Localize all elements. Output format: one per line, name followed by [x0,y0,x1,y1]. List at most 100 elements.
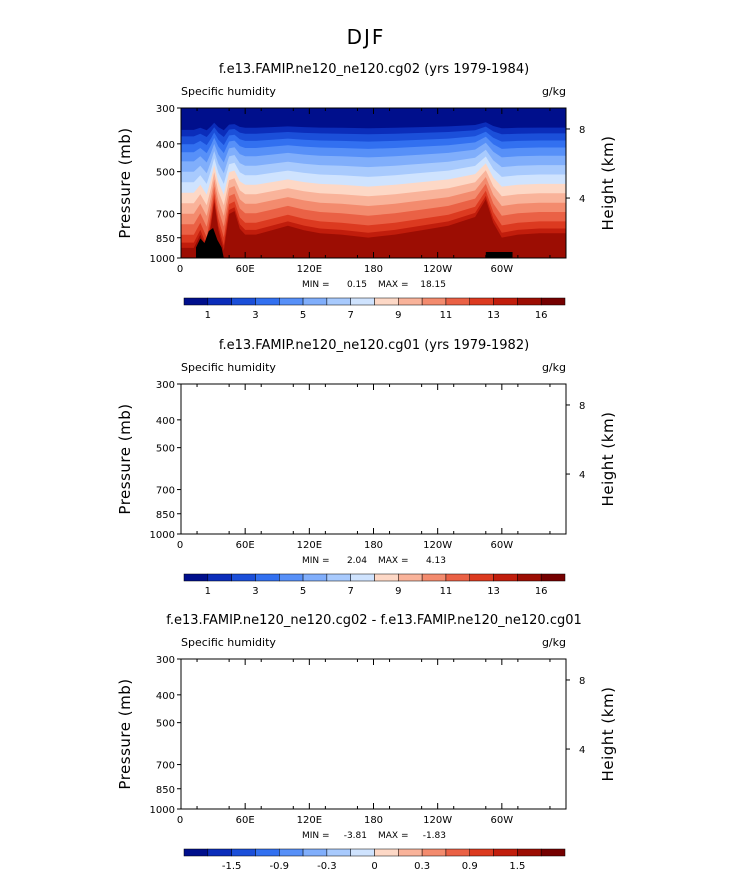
x-tick-label: 120W [423,815,452,826]
max-label: MAX = [378,280,409,290]
y-right-axis-title: Height (km) [599,687,617,782]
colorbar-label: 1 [205,586,211,597]
x-tick-label: 120E [297,540,322,551]
max-value: -1.83 [423,831,446,841]
y-tick-label: 500 [156,168,175,179]
colorbar-swatch [350,848,375,857]
colorbar-swatch [279,297,304,306]
panel-2: f.e13.FAMIP.ne120_ne120.cg01 (yrs 1979-1… [116,338,617,597]
x-tick-label: 60W [491,540,514,551]
colorbar-swatch [540,848,566,857]
colorbar-swatch [469,848,494,857]
field-fill [181,108,566,258]
min-label: MIN = [302,280,330,290]
colorbar-swatch [398,573,423,582]
x-tick-label: 0 [177,540,183,551]
plot-frame [180,383,567,535]
colorbar-label: 9 [395,310,401,321]
x-tick-label: 120E [297,264,322,275]
colorbar-swatch [517,848,542,857]
colorbar-label: 9 [395,586,401,597]
colorbar-label: 16 [535,310,548,321]
panel-title: f.e13.FAMIP.ne120_ne120.cg01 (yrs 1979-1… [219,338,529,353]
colorbar-label: 13 [487,586,500,597]
y-right-tick-label: 4 [579,470,585,481]
colorbar-swatch [183,297,209,306]
colorbar: 1 3 5 7 9 11 13 16 [183,573,566,597]
colorbar-label: 1.5 [509,861,525,872]
y-tick-label: 700 [156,486,175,497]
y-tick-label: 400 [156,416,175,427]
colorbar-label: 1 [205,310,211,321]
colorbar-label: 3 [252,586,258,597]
colorbar-swatch [421,848,447,857]
y-tick-label: 1000 [150,805,175,816]
topography-mask [485,252,513,258]
colorbar-swatch [517,573,542,582]
x-tick-label: 60E [236,540,255,551]
colorbar-label: -0.9 [269,861,289,872]
min-label: MIN = [302,556,330,566]
colorbar-swatch [255,848,280,857]
y-right-axis-title: Height (km) [599,412,617,507]
max-value: 4.13 [426,556,446,566]
colorbar-swatch [540,573,566,582]
colorbar-swatch [231,573,256,582]
colorbar-label: 11 [440,586,453,597]
colorbar-swatch [231,848,256,857]
colorbar-swatch [183,573,209,582]
colorbar-swatch [302,848,328,857]
colorbar-label: 0.3 [414,861,430,872]
colorbar-swatch [445,573,470,582]
panel-3: f.e13.FAMIP.ne120_ne120.cg02 - f.e13.FAM… [116,613,617,872]
variable-label: Specific humidity [181,636,276,649]
colorbar-swatch [374,848,399,857]
colorbar-swatch [255,297,280,306]
y-axis-title: Pressure (mb) [116,403,134,514]
colorbar-swatch [350,297,375,306]
colorbar-label: -0.3 [317,861,337,872]
x-tick-label: 180 [364,815,383,826]
y-tick-label: 400 [156,140,175,151]
y-right-tick-label: 4 [579,745,585,756]
y-right-tick-label: 8 [579,125,585,136]
colorbar-label: 13 [487,310,500,321]
y-tick-label: 700 [156,210,175,221]
colorbar: 1 3 5 7 9 11 13 16 [183,297,566,321]
colorbar-swatch [374,297,399,306]
x-tick-label: 60W [491,815,514,826]
colorbar-swatch [540,297,566,306]
x-tick-label: 180 [364,540,383,551]
max-label: MAX = [378,831,409,841]
y-right-tick-label: 8 [579,401,585,412]
variable-label: Specific humidity [181,361,276,374]
x-tick-label: 120W [423,264,452,275]
variable-label: Specific humidity [181,85,276,98]
colorbar-swatch [183,848,209,857]
page-title: DJF [347,25,386,49]
x-tick-label: 180 [364,264,383,275]
y-tick-label: 400 [156,691,175,702]
x-tick-label: 120E [297,815,322,826]
colorbar-swatch [493,573,518,582]
y-tick-label: 500 [156,719,175,730]
x-tick-label: 60W [491,264,514,275]
colorbar-swatch [326,297,351,306]
colorbar-label: 7 [348,586,354,597]
colorbar-label: -1.5 [222,861,242,872]
colorbar-swatch [374,573,399,582]
colorbar-swatch [326,573,351,582]
colorbar-swatch [398,848,423,857]
y-tick-label: 300 [156,380,175,391]
panels: f.e13.FAMIP.ne120_ne120.cg02 (yrs 1979-1… [116,62,617,872]
panel-1: f.e13.FAMIP.ne120_ne120.cg02 (yrs 1979-1… [116,62,617,321]
contour-band-14 [181,199,566,258]
colorbar-swatch [207,297,232,306]
colorbar-swatch [517,297,542,306]
colorbar-swatch [231,297,256,306]
panel-title: f.e13.FAMIP.ne120_ne120.cg02 (yrs 1979-1… [219,62,529,77]
panel-title: f.e13.FAMIP.ne120_ne120.cg02 - f.e13.FAM… [166,613,582,628]
colorbar-swatch [421,297,447,306]
x-tick-label: 60E [236,264,255,275]
